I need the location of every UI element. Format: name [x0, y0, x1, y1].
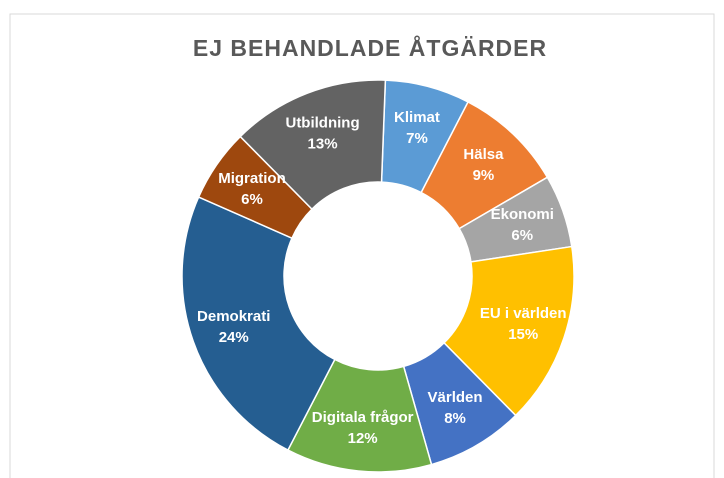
wedges	[181, 79, 575, 473]
category-label: EU i världen	[480, 305, 567, 322]
value-label: 12%	[348, 430, 378, 447]
category-label: Utbildning	[285, 114, 359, 131]
value-label: 13%	[308, 135, 338, 152]
category-label: Digitala frågor	[312, 409, 414, 426]
value-label: 24%	[219, 329, 249, 346]
category-label: Demokrati	[197, 308, 270, 325]
chart-title: EJ BEHANDLADE ÅTGÄRDER	[193, 34, 547, 61]
category-label: Klimat	[394, 109, 440, 126]
category-label: Migration	[218, 170, 286, 187]
wedge	[181, 196, 336, 452]
value-label: 7%	[406, 130, 428, 147]
value-label: 6%	[511, 227, 533, 244]
category-label: Hälsa	[463, 146, 504, 163]
value-label: 15%	[508, 326, 538, 343]
wedge	[239, 79, 387, 211]
category-label: Världen	[428, 389, 483, 406]
wedge	[442, 245, 575, 417]
value-label: 9%	[473, 167, 495, 184]
category-label: Ekonomi	[491, 206, 554, 223]
labels: Klimat 7% Hälsa 9% Ekonomi 6% EU i världen 15% V…	[197, 109, 567, 447]
value-label: 6%	[241, 191, 263, 208]
value-label: 8%	[444, 410, 466, 427]
